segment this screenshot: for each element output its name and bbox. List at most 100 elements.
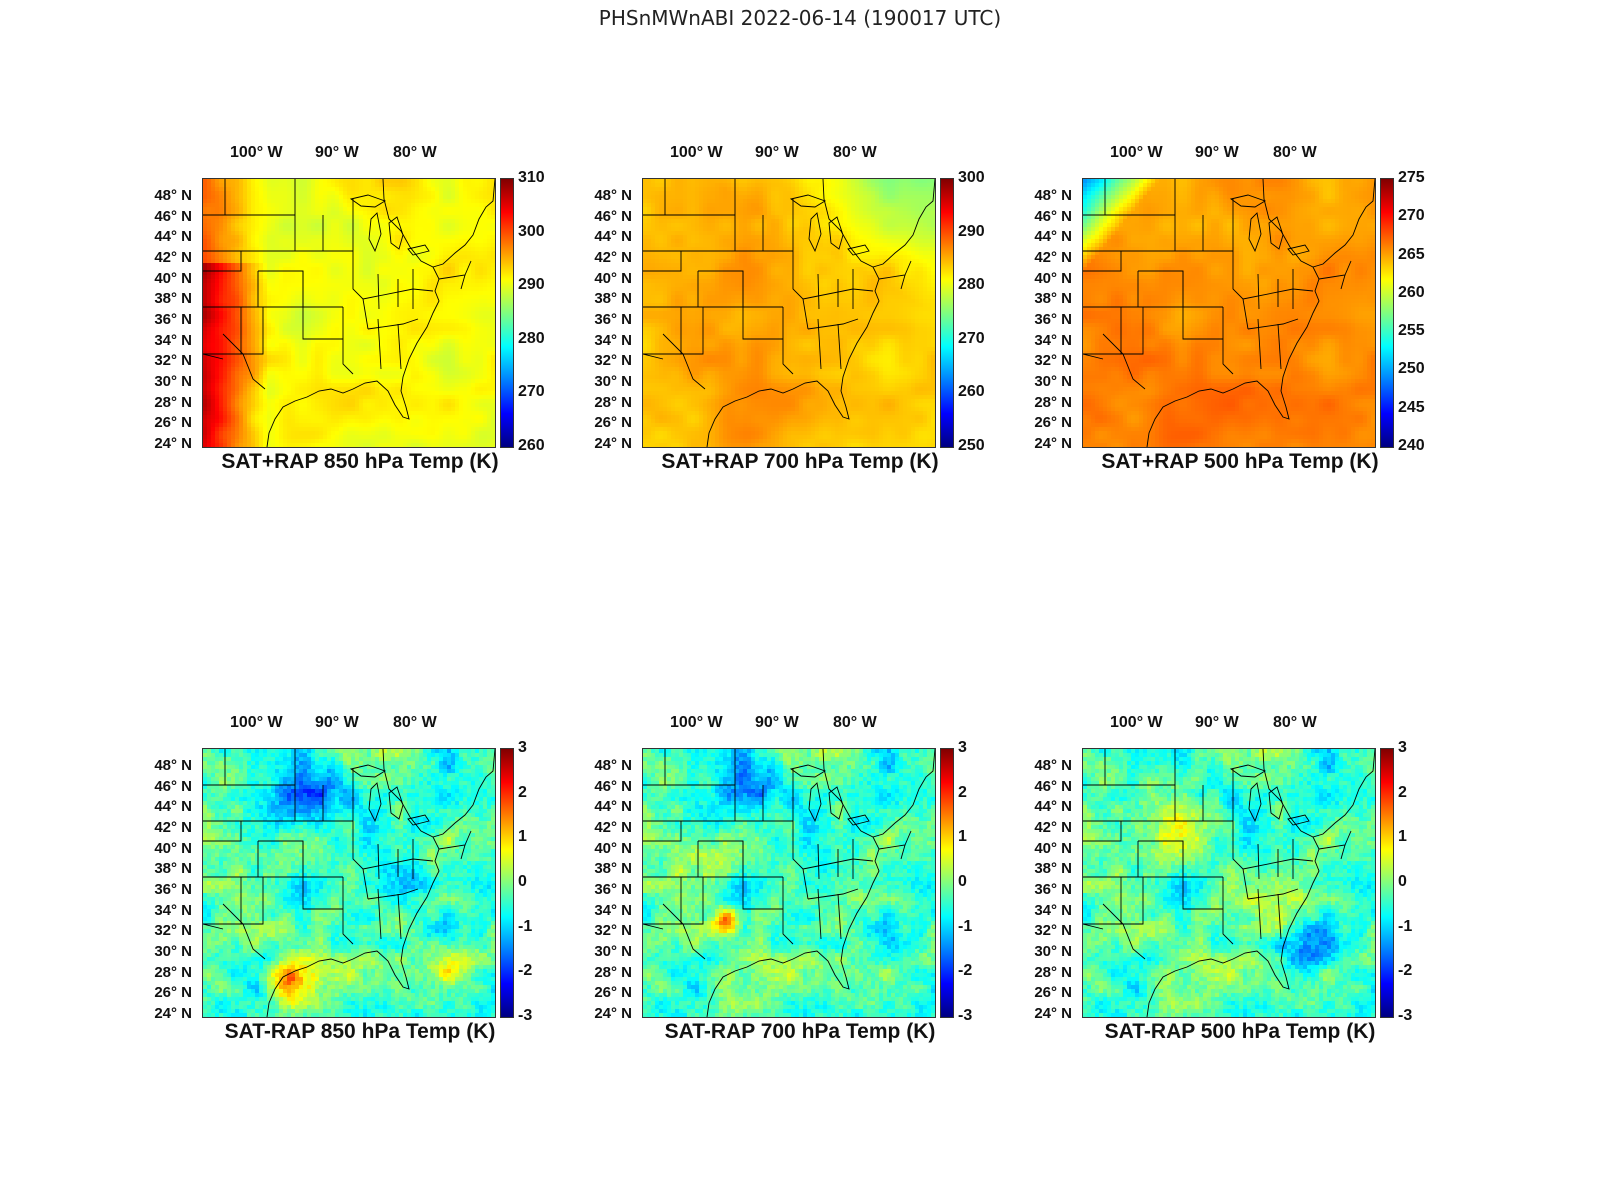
longitude-label: 100° W <box>230 714 283 732</box>
state-border <box>643 353 664 360</box>
state-border <box>681 306 704 355</box>
state-borders <box>1083 179 1375 447</box>
longitude-label: 100° W <box>670 714 723 732</box>
state-border <box>742 841 783 910</box>
latitude-label: 48° N <box>1034 188 1072 203</box>
latitude-label: 46° N <box>594 209 632 224</box>
state-border <box>222 333 266 390</box>
panel-title: SAT-RAP 850 hPa Temp (K) <box>180 1020 540 1044</box>
latitude-label: 28° N <box>1034 395 1072 410</box>
colorbar <box>940 748 954 1018</box>
state-border <box>377 843 380 880</box>
great-lakes <box>1229 764 1310 826</box>
state-border <box>460 274 466 290</box>
state-border <box>681 876 704 925</box>
colorbar-labels: 3 2 1 0 -1 -2 -3 <box>958 740 1018 1024</box>
state-border <box>807 888 859 900</box>
state-border <box>817 273 820 310</box>
longitude-label: 90° W <box>755 144 799 162</box>
colorbar-tick: 2 <box>958 784 967 801</box>
map-plot <box>642 748 936 1018</box>
map-panel: 100° W 90° W 80° W 48° N 46° N 44° N 42° N 40° … <box>580 710 1020 1070</box>
latitude-label: 36° N <box>154 312 192 327</box>
latitude-label: 44° N <box>154 799 192 814</box>
colorbar-labels: 310 300 290 280 270 260 <box>518 170 578 454</box>
state-border <box>1121 876 1144 925</box>
longitude-label: 100° W <box>1110 714 1163 732</box>
latitude-label: 38° N <box>154 861 192 876</box>
colorbar-tick: 300 <box>958 170 985 186</box>
colorbar-tick: 1 <box>518 829 527 845</box>
colorbar-labels: 3 2 1 0 -1 -2 -3 <box>1398 740 1458 1024</box>
state-border <box>377 273 380 310</box>
latitude-label: 30° N <box>1034 944 1072 959</box>
state-borders <box>643 179 935 447</box>
colorbar-tick: 270 <box>518 384 545 400</box>
state-border <box>302 271 343 340</box>
latitude-label: 40° N <box>1034 841 1072 856</box>
state-border <box>662 333 706 390</box>
latitude-label: 40° N <box>154 271 192 286</box>
latitude-label: 30° N <box>594 944 632 959</box>
state-border <box>1232 769 1249 900</box>
temperature-field <box>203 179 495 447</box>
state-border <box>1121 306 1144 355</box>
colorbar-tick: 300 <box>518 223 545 240</box>
coastline <box>266 179 495 447</box>
colorbar-tick: -1 <box>1398 918 1412 935</box>
latitude-label: 28° N <box>1034 965 1072 980</box>
latitude-label: 24° N <box>1034 436 1072 451</box>
latitude-label: 46° N <box>154 209 192 224</box>
latitude-label: 36° N <box>1034 312 1072 327</box>
longitude-label: 80° W <box>833 714 877 732</box>
panel-title: SAT+RAP 500 hPa Temp (K) <box>1060 450 1420 474</box>
latitude-label: 48° N <box>1034 758 1072 773</box>
latitude-label: 42° N <box>154 250 192 265</box>
map-plot <box>1082 748 1376 1018</box>
latitude-label: 38° N <box>1034 291 1072 306</box>
colorbar-tick: -3 <box>518 1008 532 1024</box>
colorbar-labels: 300 290 280 270 260 250 <box>958 170 1018 454</box>
state-border <box>817 888 822 940</box>
longitude-labels: 100° W 90° W 80° W <box>1080 710 1380 736</box>
latitude-label: 40° N <box>1034 271 1072 286</box>
latitude-label: 46° N <box>1034 209 1072 224</box>
state-border <box>1340 844 1346 860</box>
state-border <box>377 888 382 940</box>
latitude-label: 40° N <box>594 271 632 286</box>
great-lakes <box>349 764 430 826</box>
panel-title: SAT-RAP 700 hPa Temp (K) <box>620 1020 980 1044</box>
latitude-label: 26° N <box>1034 415 1072 430</box>
colorbar-tick: 290 <box>518 277 545 293</box>
latitude-label: 46° N <box>154 779 192 794</box>
colorbar-tick: 275 <box>1398 170 1425 186</box>
latitude-label: 34° N <box>594 903 632 918</box>
state-border <box>1247 888 1299 900</box>
colorbar-tick: -2 <box>958 963 972 979</box>
colorbar-tick: 0 <box>958 874 967 890</box>
latitude-label: 28° N <box>154 965 192 980</box>
colorbar-tick: 290 <box>958 223 985 240</box>
longitude-label: 90° W <box>1195 144 1239 162</box>
state-border <box>742 271 783 340</box>
state-borders <box>1083 749 1375 1017</box>
latitude-label: 42° N <box>1034 250 1072 265</box>
panel-title: SAT+RAP 850 hPa Temp (K) <box>180 450 540 474</box>
state-border <box>1083 821 1122 842</box>
latitude-label: 36° N <box>1034 882 1072 897</box>
state-border <box>643 251 682 272</box>
latitude-label: 48° N <box>594 758 632 773</box>
latitude-labels: 48° N 46° N 44° N 42° N 40° N 38° N 36° N 34° N… <box>1020 750 1078 1021</box>
latitude-label: 26° N <box>594 985 632 1000</box>
state-border <box>837 323 842 370</box>
temperature-field <box>643 749 935 1017</box>
state-border <box>342 877 354 945</box>
great-lakes <box>1229 194 1310 256</box>
latitude-labels: 48° N 46° N 44° N 42° N 40° N 38° N 36° N 34° N… <box>140 750 198 1021</box>
colorbar-tick: 280 <box>958 277 985 293</box>
state-borders <box>203 749 495 1017</box>
latitude-label: 24° N <box>1034 1006 1072 1021</box>
state-border <box>1083 923 1104 930</box>
state-border <box>900 274 906 290</box>
latitude-label: 28° N <box>154 395 192 410</box>
